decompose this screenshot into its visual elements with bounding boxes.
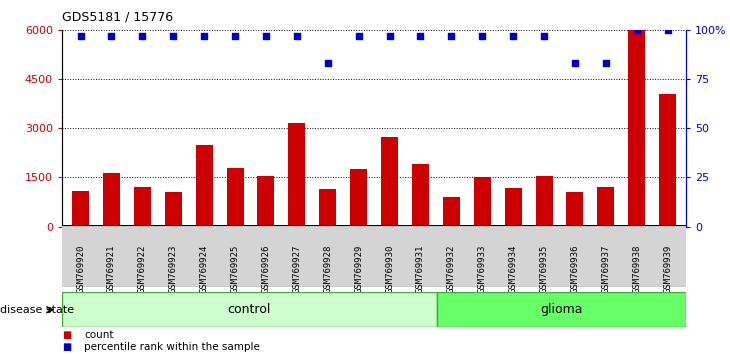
Bar	[566, 192, 583, 227]
Point	[260, 33, 272, 39]
Point	[384, 33, 396, 39]
Text: disease state: disease state	[0, 305, 74, 315]
Bar	[597, 187, 615, 227]
Point	[477, 33, 488, 39]
Point	[74, 33, 86, 39]
Point	[199, 33, 210, 39]
Point	[229, 33, 241, 39]
Point	[662, 27, 674, 33]
Bar	[443, 197, 460, 227]
Bar	[165, 192, 182, 227]
Text: percentile rank within the sample: percentile rank within the sample	[84, 342, 260, 352]
Bar	[659, 94, 676, 227]
Text: control: control	[228, 303, 271, 316]
Point	[569, 61, 581, 66]
Bar	[72, 190, 89, 227]
Bar	[474, 177, 491, 227]
Text: count: count	[84, 330, 113, 339]
Text: ■: ■	[62, 330, 72, 339]
Bar	[629, 30, 645, 227]
Point	[538, 33, 550, 39]
Point	[167, 33, 179, 39]
Bar	[103, 172, 120, 227]
Point	[631, 27, 642, 33]
Point	[507, 33, 519, 39]
Bar	[350, 169, 367, 227]
Point	[291, 33, 303, 39]
Bar	[62, 292, 437, 327]
Bar	[196, 145, 212, 227]
Bar	[536, 176, 553, 227]
Text: glioma: glioma	[540, 303, 583, 316]
Point	[445, 33, 457, 39]
Bar	[437, 292, 686, 327]
Point	[353, 33, 364, 39]
Text: GDS5181 / 15776: GDS5181 / 15776	[62, 11, 173, 24]
Bar	[288, 124, 305, 227]
Bar	[381, 137, 398, 227]
Point	[600, 61, 612, 66]
Bar	[504, 188, 522, 227]
Bar	[412, 164, 429, 227]
Text: ■: ■	[62, 342, 72, 352]
Bar	[226, 168, 244, 227]
Bar	[319, 189, 337, 227]
Point	[137, 33, 148, 39]
Point	[415, 33, 426, 39]
Bar	[134, 187, 151, 227]
Point	[322, 61, 334, 66]
Point	[106, 33, 118, 39]
Bar	[258, 176, 274, 227]
